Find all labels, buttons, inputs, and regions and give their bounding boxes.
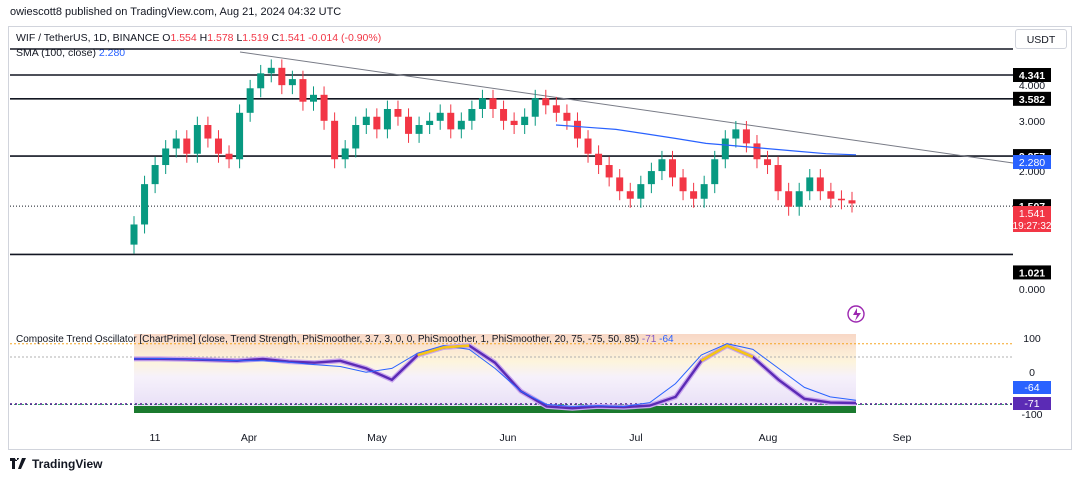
symbol-legend: WIF / TetherUS, 1D, BINANCE O1.554 H1.57… [16,32,381,44]
low-value: 1.519 [242,32,269,44]
open-value: 1.554 [170,32,197,44]
high-value: 1.578 [207,32,234,44]
low-label: L [236,32,243,44]
close-value: 1.541 [279,32,306,44]
currency-button[interactable]: USDT [1015,29,1067,49]
sma-label: SMA (100, close) [16,47,96,59]
tradingview-logo-icon [10,458,26,469]
close-label: C [271,32,280,44]
high-label: H [199,32,208,44]
change-value: -0.014 (-0.90%) [308,32,382,44]
brand-name: TradingView [32,457,103,471]
oscillator-value-1: -71 [641,334,657,345]
sma-legend[interactable]: SMA (100, close) 2.280 [16,47,125,59]
symbol-name[interactable]: WIF / TetherUS, 1D, BINANCE [16,32,160,44]
open-label: O [162,32,171,44]
sma-legend-value: 2.280 [98,47,126,59]
oscillator-value-2: -64 [659,334,674,345]
publisher-line: owiescott8 published on TradingView.com,… [10,6,342,18]
oscillator-title: Composite Trend Oscillator [ChartPrime] … [16,334,640,345]
tradingview-brand[interactable]: TradingView [10,457,102,471]
chart-frame [8,26,1072,450]
oscillator-legend[interactable]: Composite Trend Oscillator [ChartPrime] … [16,334,674,345]
